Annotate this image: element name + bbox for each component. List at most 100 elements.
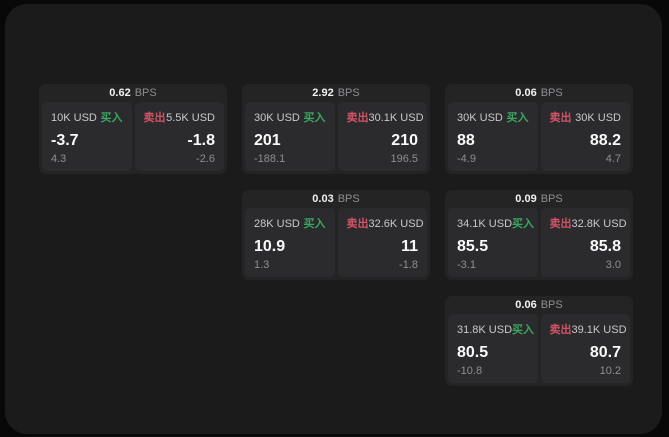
sell-tile-header: 卖出 30K USD bbox=[550, 109, 622, 125]
buy-price: 88 bbox=[457, 131, 475, 149]
buy-tile-header: 34.1K USD 买入 bbox=[457, 215, 534, 231]
sell-tile-header: 卖出 5.5K USD bbox=[144, 109, 216, 125]
bps-value: 0.62 bbox=[109, 87, 131, 99]
quote-card: 0.03 BPS 28K USD 买入 10.9 1.3 卖出 32.6K US… bbox=[242, 190, 430, 280]
quote-tiles: 30K USD 买入 201 -188.1 卖出 30.1K USD 210 1… bbox=[245, 102, 427, 171]
buy-delta: -188.1 bbox=[254, 153, 286, 165]
buy-tile[interactable]: 28K USD 买入 10.9 1.3 bbox=[245, 208, 335, 277]
sell-price: 85.8 bbox=[589, 237, 621, 255]
buy-tile[interactable]: 34.1K USD 买入 85.5 -3.1 bbox=[448, 208, 538, 277]
sell-delta: -1.8 bbox=[399, 259, 418, 271]
sell-price: 210 bbox=[391, 131, 418, 149]
buy-price: 201 bbox=[254, 131, 281, 149]
sell-price: 11 bbox=[401, 237, 418, 255]
sell-tile-header: 卖出 39.1K USD bbox=[549, 321, 627, 337]
buy-price: -3.7 bbox=[51, 131, 79, 149]
bps-header: 0.03 BPS bbox=[245, 190, 427, 208]
quote-tiles: 10K USD 买入 -3.7 4.3 卖出 5.5K USD -1.8 -2.… bbox=[42, 102, 224, 171]
sell-delta: 10.2 bbox=[599, 365, 621, 377]
buy-notional: 34.1K USD bbox=[457, 218, 513, 230]
sell-tile-header: 卖出 30.1K USD bbox=[346, 109, 424, 125]
buy-tile-header: 30K USD 买入 bbox=[457, 109, 529, 125]
buy-notional: 30K USD bbox=[457, 112, 503, 124]
bps-header: 2.92 BPS bbox=[245, 84, 427, 102]
bps-value: 0.06 bbox=[515, 299, 537, 311]
bps-value: 0.06 bbox=[515, 87, 537, 99]
buy-tile-header: 28K USD 买入 bbox=[254, 215, 326, 231]
sell-delta: 4.7 bbox=[605, 153, 621, 165]
sell-price: 80.7 bbox=[589, 343, 621, 361]
bps-header: 0.06 BPS bbox=[448, 296, 630, 314]
buy-delta: -4.9 bbox=[457, 153, 476, 165]
sell-notional: 30.1K USD bbox=[368, 112, 424, 124]
buy-notional: 30K USD bbox=[254, 112, 300, 124]
quote-card: 0.06 BPS 30K USD 买入 88 -4.9 卖出 30K USD 8… bbox=[445, 84, 633, 174]
buy-side-label: 买入 bbox=[303, 218, 326, 230]
sell-price: -1.8 bbox=[187, 131, 215, 149]
buy-tile-header: 10K USD 买入 bbox=[51, 109, 123, 125]
buy-notional: 31.8K USD bbox=[457, 324, 513, 336]
buy-price: 85.5 bbox=[457, 237, 489, 255]
quote-tiles: 34.1K USD 买入 85.5 -3.1 卖出 32.8K USD 85.8… bbox=[448, 208, 630, 277]
sell-tile[interactable]: 卖出 30.1K USD 210 196.5 bbox=[337, 102, 427, 171]
quote-tiles: 30K USD 买入 88 -4.9 卖出 30K USD 88.2 4.7 bbox=[448, 102, 630, 171]
buy-notional: 10K USD bbox=[51, 112, 97, 124]
sell-delta: -2.6 bbox=[196, 153, 215, 165]
bps-unit-label: BPS bbox=[337, 193, 360, 205]
sell-notional: 5.5K USD bbox=[166, 112, 215, 124]
bps-unit-label: BPS bbox=[540, 87, 563, 99]
quote-card: 0.09 BPS 34.1K USD 买入 85.5 -3.1 卖出 32.8K… bbox=[445, 190, 633, 280]
sell-notional: 32.8K USD bbox=[571, 218, 627, 230]
quotes-grid: 0.62 BPS 10K USD 买入 -3.7 4.3 卖出 5.5K USD… bbox=[39, 84, 633, 386]
buy-delta: 4.3 bbox=[51, 153, 67, 165]
buy-notional: 28K USD bbox=[254, 218, 300, 230]
sell-notional: 32.6K USD bbox=[368, 218, 424, 230]
bps-unit-label: BPS bbox=[337, 87, 360, 99]
buy-side-label: 买入 bbox=[303, 112, 326, 124]
bps-unit-label: BPS bbox=[134, 87, 157, 99]
sell-side-label: 卖出 bbox=[549, 324, 572, 336]
bps-header: 0.62 BPS bbox=[42, 84, 224, 102]
sell-tile[interactable]: 卖出 32.8K USD 85.8 3.0 bbox=[540, 208, 630, 277]
buy-tile[interactable]: 31.8K USD 买入 80.5 -10.8 bbox=[448, 314, 538, 383]
buy-tile[interactable]: 30K USD 买入 201 -188.1 bbox=[245, 102, 335, 171]
buy-side-label: 买入 bbox=[512, 324, 535, 336]
buy-tile[interactable]: 10K USD 买入 -3.7 4.3 bbox=[42, 102, 132, 171]
buy-price: 80.5 bbox=[457, 343, 489, 361]
sell-side-label: 卖出 bbox=[549, 112, 572, 124]
quote-card: 0.06 BPS 31.8K USD 买入 80.5 -10.8 卖出 39.1… bbox=[445, 296, 633, 386]
bps-value: 2.92 bbox=[312, 87, 334, 99]
buy-delta: -3.1 bbox=[457, 259, 476, 271]
main-panel: 0.62 BPS 10K USD 买入 -3.7 4.3 卖出 5.5K USD… bbox=[5, 4, 662, 434]
bps-value: 0.03 bbox=[312, 193, 334, 205]
sell-tile[interactable]: 卖出 32.6K USD 11 -1.8 bbox=[337, 208, 427, 277]
buy-delta: 1.3 bbox=[254, 259, 270, 271]
buy-delta: -10.8 bbox=[457, 365, 483, 377]
quote-card: 2.92 BPS 30K USD 买入 201 -188.1 卖出 30.1K … bbox=[242, 84, 430, 174]
sell-side-label: 卖出 bbox=[346, 112, 369, 124]
sell-notional: 39.1K USD bbox=[571, 324, 627, 336]
bps-unit-label: BPS bbox=[540, 299, 563, 311]
quote-tiles: 31.8K USD 买入 80.5 -10.8 卖出 39.1K USD 80.… bbox=[448, 314, 630, 383]
sell-tile-header: 卖出 32.6K USD bbox=[346, 215, 424, 231]
buy-side-label: 买入 bbox=[100, 112, 123, 124]
sell-side-label: 卖出 bbox=[346, 218, 369, 230]
sell-delta: 196.5 bbox=[390, 153, 418, 165]
sell-price: 88.2 bbox=[589, 131, 621, 149]
sell-tile-header: 卖出 32.8K USD bbox=[549, 215, 627, 231]
buy-tile-header: 31.8K USD 买入 bbox=[457, 321, 534, 337]
buy-price: 10.9 bbox=[254, 237, 286, 255]
sell-tile[interactable]: 卖出 5.5K USD -1.8 -2.6 bbox=[134, 102, 224, 171]
sell-side-label: 卖出 bbox=[549, 218, 572, 230]
sell-tile[interactable]: 卖出 30K USD 88.2 4.7 bbox=[540, 102, 630, 171]
sell-delta: 3.0 bbox=[605, 259, 621, 271]
sell-side-label: 卖出 bbox=[143, 112, 166, 124]
sell-notional: 30K USD bbox=[575, 112, 621, 124]
quote-tiles: 28K USD 买入 10.9 1.3 卖出 32.6K USD 11 -1.8 bbox=[245, 208, 427, 277]
bps-value: 0.09 bbox=[515, 193, 537, 205]
buy-side-label: 买入 bbox=[506, 112, 529, 124]
buy-tile-header: 30K USD 买入 bbox=[254, 109, 326, 125]
buy-tile[interactable]: 30K USD 买入 88 -4.9 bbox=[448, 102, 538, 171]
sell-tile[interactable]: 卖出 39.1K USD 80.7 10.2 bbox=[540, 314, 630, 383]
